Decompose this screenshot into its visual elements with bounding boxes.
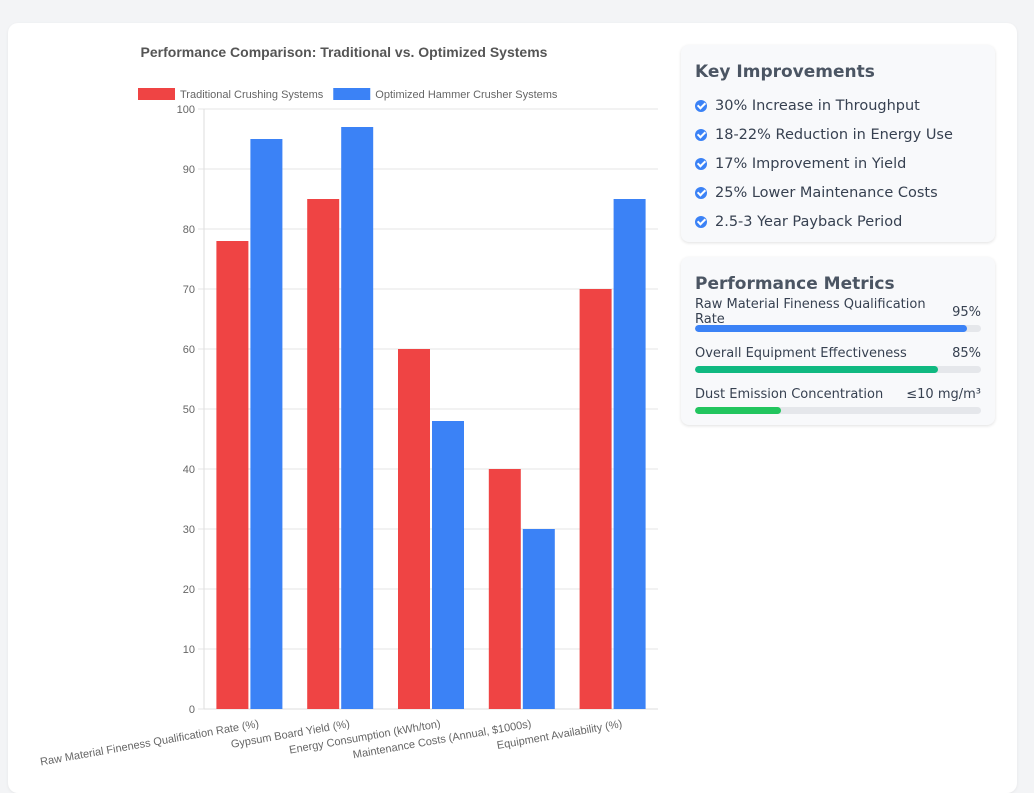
- check-circle-icon: [695, 215, 707, 228]
- y-tick-label: 10: [183, 644, 195, 656]
- improvements-list: 30% Increase in Throughput 18-22% Reducti…: [695, 91, 981, 236]
- y-tick-label: 60: [183, 344, 195, 356]
- y-tick-label: 40: [183, 464, 195, 476]
- improvement-text: 25% Lower Maintenance Costs: [715, 184, 938, 201]
- bar-optimized-3[interactable]: [522, 529, 555, 709]
- bar-traditional-1[interactable]: [307, 199, 340, 709]
- bar-optimized-4[interactable]: [613, 199, 646, 709]
- metric-label: Raw Material Fineness Qualification Rate: [695, 297, 926, 327]
- metric-value: 95%: [952, 304, 981, 320]
- check-circle-icon: [695, 157, 707, 170]
- legend-label-0[interactable]: Traditional Crushing Systems: [180, 89, 324, 101]
- improvement-item: 2.5-3 Year Payback Period: [695, 207, 981, 236]
- x-axis-labels: Raw Material Fineness Qualification Rate…: [39, 718, 623, 768]
- bar-optimized-2[interactable]: [432, 421, 464, 709]
- y-tick-label: 30: [183, 524, 195, 536]
- performance-metrics-title: Performance Metrics: [695, 274, 895, 294]
- check-circle-icon: [695, 99, 707, 112]
- bar-chart: Performance Comparison: Traditional vs. …: [39, 44, 658, 768]
- check-circle-icon: [695, 186, 707, 199]
- metric-item: Raw Material Fineness Qualification Rate…: [695, 297, 981, 332]
- check-circle-icon: [695, 128, 707, 141]
- bar-traditional-2[interactable]: [398, 349, 430, 709]
- chart-bars: [216, 127, 646, 709]
- legend-label-1[interactable]: Optimized Hammer Crusher Systems: [375, 89, 558, 101]
- improvement-text: 2.5-3 Year Payback Period: [715, 213, 903, 230]
- y-tick-label: 0: [189, 704, 195, 716]
- bar-traditional-3[interactable]: [488, 469, 521, 709]
- metric-item: Dust Emission Concentration ≤10 mg/m³: [695, 384, 981, 414]
- metric-progress-track: [695, 325, 981, 332]
- improvement-text: 30% Increase in Throughput: [715, 97, 920, 114]
- bar-traditional-0[interactable]: [216, 241, 249, 709]
- metric-progress-track: [695, 366, 981, 373]
- improvement-item: 18-22% Reduction in Energy Use: [695, 120, 981, 149]
- metric-row: Overall Equipment Effectiveness 85%: [695, 343, 981, 363]
- metric-item: Overall Equipment Effectiveness 85%: [695, 343, 981, 373]
- y-tick-label: 70: [183, 284, 195, 296]
- bar-optimized-0[interactable]: [250, 139, 283, 709]
- improvement-item: 30% Increase in Throughput: [695, 91, 981, 120]
- metrics-list: Raw Material Fineness Qualification Rate…: [695, 297, 981, 414]
- chart-title: Performance Comparison: Traditional vs. …: [141, 44, 548, 60]
- key-improvements-panel: Key Improvements 30% Increase in Through…: [681, 45, 995, 242]
- legend-swatch-1: [333, 88, 371, 100]
- y-tick-label: 80: [183, 224, 195, 236]
- improvement-item: 17% Improvement in Yield: [695, 149, 981, 178]
- legend-swatch-0: [138, 88, 175, 100]
- chart-legend: Traditional Crushing Systems Optimized Ha…: [138, 88, 558, 101]
- y-tick-label: 50: [183, 404, 195, 416]
- metric-value: 85%: [952, 345, 981, 361]
- metric-progress-fill: [695, 366, 939, 373]
- bar-traditional-4[interactable]: [579, 289, 612, 709]
- metric-label: Dust Emission Concentration: [695, 386, 884, 402]
- metric-row: Dust Emission Concentration ≤10 mg/m³: [695, 384, 981, 404]
- metric-label: Overall Equipment Effectiveness: [695, 345, 907, 361]
- y-axis-ticks: 0 10 20 30 40 50 60 70 80 90 100: [177, 104, 195, 716]
- improvement-text: 17% Improvement in Yield: [715, 155, 907, 172]
- metric-value: ≤10 mg/m³: [906, 386, 981, 402]
- x-tick-label: Raw Material Fineness Qualification Rate…: [39, 718, 260, 768]
- metric-progress-track: [695, 407, 981, 414]
- performance-metrics-panel: Performance Metrics Raw Material Finenes…: [681, 257, 995, 425]
- metric-row: Raw Material Fineness Qualification Rate…: [695, 297, 981, 327]
- y-tick-label: 20: [183, 584, 195, 596]
- y-tick-label: 100: [177, 104, 195, 116]
- bar-optimized-1[interactable]: [341, 127, 374, 709]
- improvement-text: 18-22% Reduction in Energy Use: [715, 126, 953, 143]
- y-tick-label: 90: [183, 164, 195, 176]
- metric-progress-fill: [695, 325, 967, 332]
- key-improvements-title: Key Improvements: [695, 62, 875, 82]
- metric-progress-fill: [695, 407, 781, 414]
- improvement-item: 25% Lower Maintenance Costs: [695, 178, 981, 207]
